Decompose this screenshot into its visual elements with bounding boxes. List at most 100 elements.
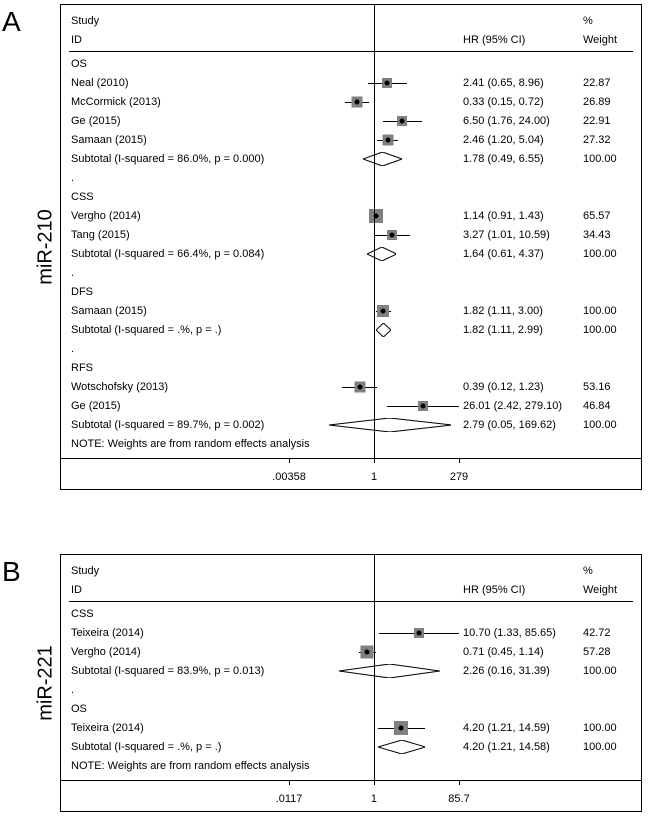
weight-text: 22.91 bbox=[579, 115, 629, 127]
header-row: Study% bbox=[69, 11, 633, 30]
header-hr: HR (95% CI) bbox=[459, 584, 579, 596]
subtotal-label: Subtotal (I-squared = .%, p = .) bbox=[69, 741, 289, 753]
hr-text: 10.70 (1.33, 85.65) bbox=[459, 627, 579, 639]
subtotal-label: Subtotal (I-squared = .%, p = .) bbox=[69, 324, 289, 336]
header-row: IDHR (95% CI)Weight bbox=[69, 30, 633, 49]
weight-text: 22.87 bbox=[579, 77, 629, 89]
study-label: Samaan (2015) bbox=[69, 134, 289, 146]
note-text: NOTE: Weights are from random effects an… bbox=[69, 434, 633, 452]
subtotal-wt: 100.00 bbox=[579, 248, 629, 260]
point-center bbox=[385, 137, 390, 142]
study-row: Teixeira (2014) 4.20 (1.21, 14.59)100.00 bbox=[69, 718, 633, 737]
subtotal-wt: 100.00 bbox=[579, 153, 629, 165]
axis-tick-label: .0117 bbox=[276, 793, 303, 805]
weight-text: 100.00 bbox=[579, 305, 629, 317]
subtotal-row: Subtotal (I-squared = 86.0%, p = 0.000) 1… bbox=[69, 149, 633, 168]
side-label: miR-221 bbox=[34, 645, 57, 721]
subtotal-label: Subtotal (I-squared = 89.7%, p = 0.002) bbox=[69, 419, 289, 431]
header-id: ID bbox=[69, 584, 289, 596]
subtotal-label: Subtotal (I-squared = 86.0%, p = 0.000) bbox=[69, 153, 289, 165]
weight-text: 57.28 bbox=[579, 646, 629, 658]
point-center bbox=[365, 649, 370, 654]
separator-row: . bbox=[69, 339, 633, 358]
group-title-row: DFS bbox=[69, 282, 633, 301]
point-center bbox=[381, 308, 386, 313]
weight-text: 34.43 bbox=[579, 229, 629, 241]
axis-area: .0117185.7 bbox=[61, 781, 641, 811]
reference-line bbox=[374, 555, 375, 780]
point-center bbox=[399, 725, 404, 730]
axis-line bbox=[289, 458, 459, 459]
point-center bbox=[417, 630, 422, 635]
subtotal-wt: 100.00 bbox=[579, 324, 629, 336]
header-study: Study bbox=[69, 565, 289, 577]
subtotal-row: Subtotal (I-squared = 83.9%, p = 0.013)2… bbox=[69, 661, 633, 680]
weight-text: 100.00 bbox=[579, 722, 629, 734]
group-title-row: CSS bbox=[69, 604, 633, 623]
reference-line bbox=[374, 5, 375, 458]
hr-text: 4.20 (1.21, 14.59) bbox=[459, 722, 579, 734]
hr-text: 26.01 (2.42, 279.10) bbox=[459, 400, 579, 412]
plot-body: Study%IDHR (95% CI)WeightOSNeal (2010)2.… bbox=[61, 5, 641, 459]
point-center bbox=[421, 403, 426, 408]
axis-tick bbox=[459, 780, 460, 785]
weight-text: 53.16 bbox=[579, 381, 629, 393]
header-study: Study bbox=[69, 15, 289, 27]
study-label: Teixeira (2014) bbox=[69, 627, 289, 639]
side-label: miR-210 bbox=[34, 209, 57, 285]
hr-text: 6.50 (1.76, 24.00) bbox=[459, 115, 579, 127]
study-row: Tang (2015)3.27 (1.01, 10.59)34.43 bbox=[69, 225, 633, 244]
study-label: Ge (2015) bbox=[69, 115, 289, 127]
header-weight: Weight bbox=[579, 34, 629, 46]
point-center bbox=[389, 232, 394, 237]
study-label: Tang (2015) bbox=[69, 229, 289, 241]
study-label: Samaan (2015) bbox=[69, 305, 289, 317]
axis-tick-label: 1 bbox=[371, 471, 377, 483]
subtotal-row: Subtotal (I-squared = 89.7%, p = 0.002)2… bbox=[69, 415, 633, 434]
divider bbox=[69, 51, 633, 52]
header-wt: % bbox=[579, 15, 629, 27]
weight-text: 27.32 bbox=[579, 134, 629, 146]
point-center bbox=[400, 118, 405, 123]
group-title: RFS bbox=[69, 362, 289, 374]
hr-text: 1.82 (1.11, 3.00) bbox=[459, 305, 579, 317]
forest-panel: AmiR-210Study%IDHR (95% CI)WeightOSNeal … bbox=[0, 4, 650, 490]
study-row: Teixeira (2014)10.70 (1.33, 85.65)42.72 bbox=[69, 623, 633, 642]
study-row: Vergho (2014)1.14 (0.91, 1.43)65.57 bbox=[69, 206, 633, 225]
plot-frame: Study%IDHR (95% CI)WeightCSSTeixeira (20… bbox=[60, 554, 642, 812]
study-label: Wotschofsky (2013) bbox=[69, 381, 289, 393]
subtotal-label: Subtotal (I-squared = 66.4%, p = 0.084) bbox=[69, 248, 289, 260]
subtotal-wt: 100.00 bbox=[579, 419, 629, 431]
axis-tick-label: 279 bbox=[450, 471, 468, 483]
study-label: McCormick (2013) bbox=[69, 96, 289, 108]
study-label: Teixeira (2014) bbox=[69, 722, 289, 734]
group-title: CSS bbox=[69, 191, 289, 203]
weight-text: 46.84 bbox=[579, 400, 629, 412]
point-center bbox=[385, 80, 390, 85]
separator-row: . bbox=[69, 168, 633, 187]
study-row: Samaan (2015) 1.82 (1.11, 3.00)100.00 bbox=[69, 301, 633, 320]
axis-tick-label: .00358 bbox=[272, 471, 306, 483]
header-row: Study% bbox=[69, 561, 633, 580]
study-label: Neal (2010) bbox=[69, 77, 289, 89]
weight-text: 65.57 bbox=[579, 210, 629, 222]
axis-area: .00358 1 279 bbox=[61, 459, 641, 489]
separator-row: . bbox=[69, 263, 633, 282]
group-title: CSS bbox=[69, 608, 289, 620]
panel-letter: B bbox=[2, 556, 21, 588]
group-title-row: CSS bbox=[69, 187, 633, 206]
subtotal-hr: 1.82 (1.11, 2.99) bbox=[459, 324, 579, 336]
subtotal-wt: 100.00 bbox=[579, 741, 629, 753]
study-row: McCormick (2013)0.33 (0.15, 0.72)26.89 bbox=[69, 92, 633, 111]
axis-line bbox=[289, 780, 459, 781]
study-label: Ge (2015) bbox=[69, 400, 289, 412]
subtotal-hr: 4.20 (1.21, 14.58) bbox=[459, 741, 579, 753]
plot-frame: Study%IDHR (95% CI)WeightOSNeal (2010)2.… bbox=[60, 4, 642, 490]
group-title-row: OS bbox=[69, 54, 633, 73]
divider bbox=[69, 601, 633, 602]
study-row: Neal (2010)2.41 (0.65, 8.96)22.87 bbox=[69, 73, 633, 92]
group-title: OS bbox=[69, 58, 289, 70]
axis-tick bbox=[459, 458, 460, 463]
header-hr: HR (95% CI) bbox=[459, 34, 579, 46]
weight-text: 26.89 bbox=[579, 96, 629, 108]
